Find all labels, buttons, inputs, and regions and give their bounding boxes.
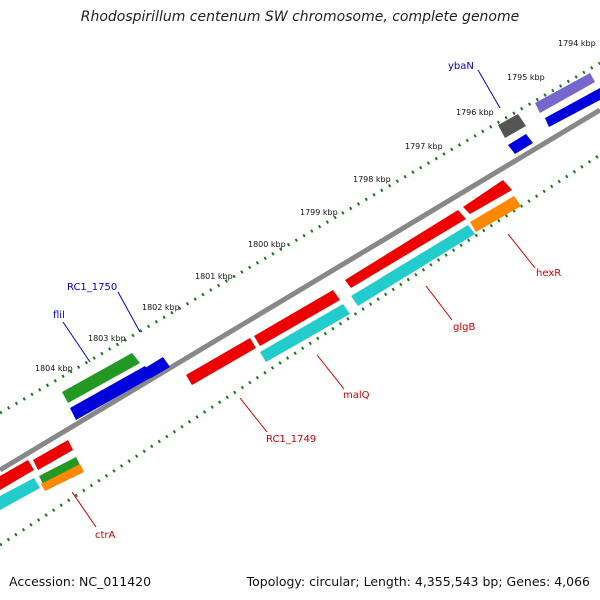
tick-label: 1803 kbp [88, 334, 126, 343]
gene-feature-glgB[interactable] [351, 225, 475, 306]
tick-label: 1797 kbp [405, 142, 443, 151]
tick-label: 1802 kbp [142, 303, 180, 312]
glgB-leader [425, 285, 453, 321]
gene-feature-red-small[interactable] [33, 440, 73, 470]
tick-label: 1804 kbp [35, 364, 73, 373]
tick-label: 1799 kbp [300, 208, 338, 217]
gene-feature-hexR[interactable] [470, 196, 521, 232]
flil-leader [62, 321, 91, 363]
tick-label: 1795 kbp [507, 73, 545, 82]
gene-label-malQ[interactable]: malQ [343, 390, 370, 401]
malQ-leader [316, 354, 345, 390]
accession-label: Accession: NC_011420 [9, 574, 152, 589]
gene-label-ybaN[interactable]: ybaN [448, 61, 474, 72]
gene-feature-blue-small[interactable] [508, 134, 533, 154]
tick-label: 1800 kbp [248, 240, 286, 249]
outer-tick-ring [0, 61, 600, 415]
RC1_1749-leader [239, 397, 268, 433]
gene-feature-flil[interactable] [62, 353, 140, 403]
gene-feature-green-small[interactable] [39, 457, 80, 484]
gene-feature-blue-long[interactable] [70, 366, 152, 420]
RC1_1750-leader [117, 291, 141, 333]
gene-feature-cyan-left[interactable] [0, 478, 40, 510]
gene-label-flil[interactable]: flil [53, 310, 65, 321]
gene-label-ctrA[interactable]: ctrA [95, 530, 116, 541]
tick-label: 1796 kbp [456, 108, 494, 117]
gene-feature-blue-top[interactable] [545, 88, 600, 127]
gene-feature-malQ[interactable] [260, 304, 350, 362]
tick-label: 1798 kbp [353, 175, 391, 184]
map-title: Rhodospirillum centenum SW chromosome, c… [80, 9, 520, 25]
gene-feature-red-long-2[interactable] [254, 290, 340, 346]
gene-feature-gray[interactable] [498, 114, 526, 138]
tick-label: 1801 kbp [195, 272, 233, 281]
gene-label-RC1_1749[interactable]: RC1_1749 [266, 434, 316, 445]
gene-feature-red-left[interactable] [0, 460, 34, 490]
gene-feature-RC1_1750[interactable] [145, 357, 170, 378]
hexR-leader [507, 233, 536, 269]
gene-label-glgB[interactable]: glgB [453, 322, 475, 333]
chromosome-backbone [0, 107, 600, 473]
gene-feature-ctrA[interactable] [41, 464, 84, 491]
ybaN-leader [477, 69, 501, 109]
ctrA-leader [71, 491, 97, 528]
gene-feature-RC1_1749[interactable] [186, 338, 256, 385]
tick-label: 1794 kbp [558, 39, 596, 48]
genome-summary: Topology: circular; Length: 4,355,543 bp… [246, 574, 590, 589]
gene-feature-purple[interactable] [535, 73, 595, 113]
gene-label-hexR[interactable]: hexR [536, 268, 561, 279]
gene-feature-hexR-upper[interactable] [463, 180, 512, 214]
gene-label-RC1_1750[interactable]: RC1_1750 [67, 282, 117, 293]
gene-feature-red-long-1[interactable] [345, 210, 466, 288]
